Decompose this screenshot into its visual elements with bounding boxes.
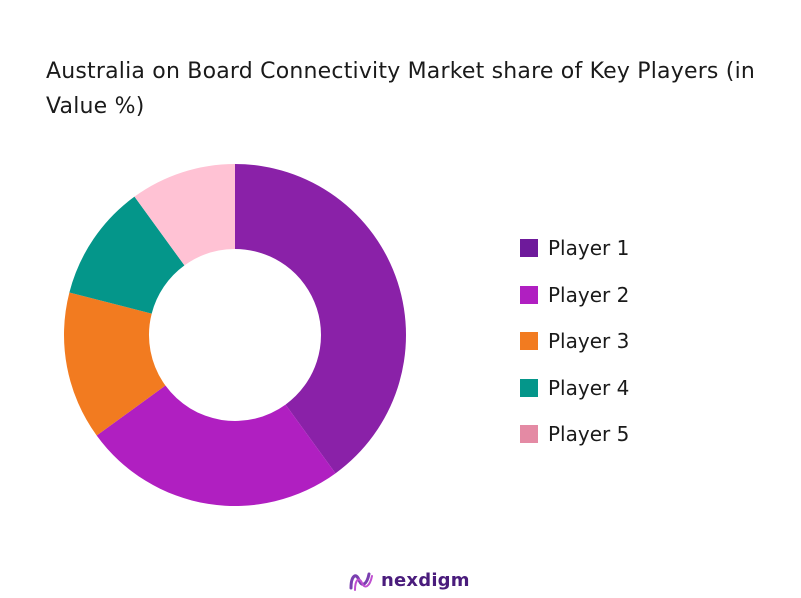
legend-item: Player 2: [520, 272, 629, 319]
legend-swatch: [520, 239, 538, 258]
nexdigm-logo-icon: [349, 572, 373, 591]
legend-swatch: [520, 332, 538, 351]
donut-slice-2: [96, 385, 336, 507]
legend-swatch: [520, 378, 538, 397]
donut-slices: [64, 164, 406, 507]
brand-name: nexdigm: [381, 569, 470, 591]
legend-label: Player 1: [548, 236, 630, 261]
legend-swatch: [520, 285, 538, 304]
chart-title: Australia on Board Connectivity Market s…: [46, 59, 756, 119]
chart-legend: Player 1 Player 2 Player 3 Player 4 Play…: [520, 225, 629, 458]
legend-swatch: [520, 425, 538, 444]
legend-label: Player 5: [548, 422, 630, 447]
legend-item: Player 3: [520, 318, 629, 365]
legend-label: Player 3: [548, 329, 630, 354]
legend-label: Player 2: [548, 282, 630, 307]
legend-label: Player 4: [548, 375, 630, 400]
legend-item: Player 4: [520, 365, 629, 412]
legend-item: Player 5: [520, 411, 629, 458]
brand-logo: nexdigm: [347, 566, 470, 594]
donut-slice-5: [134, 164, 235, 266]
legend-item: Player 1: [520, 225, 629, 272]
donut-slice-4: [69, 196, 185, 314]
donut-slice-3: [64, 292, 166, 436]
donut-slice-1: [235, 164, 406, 474]
